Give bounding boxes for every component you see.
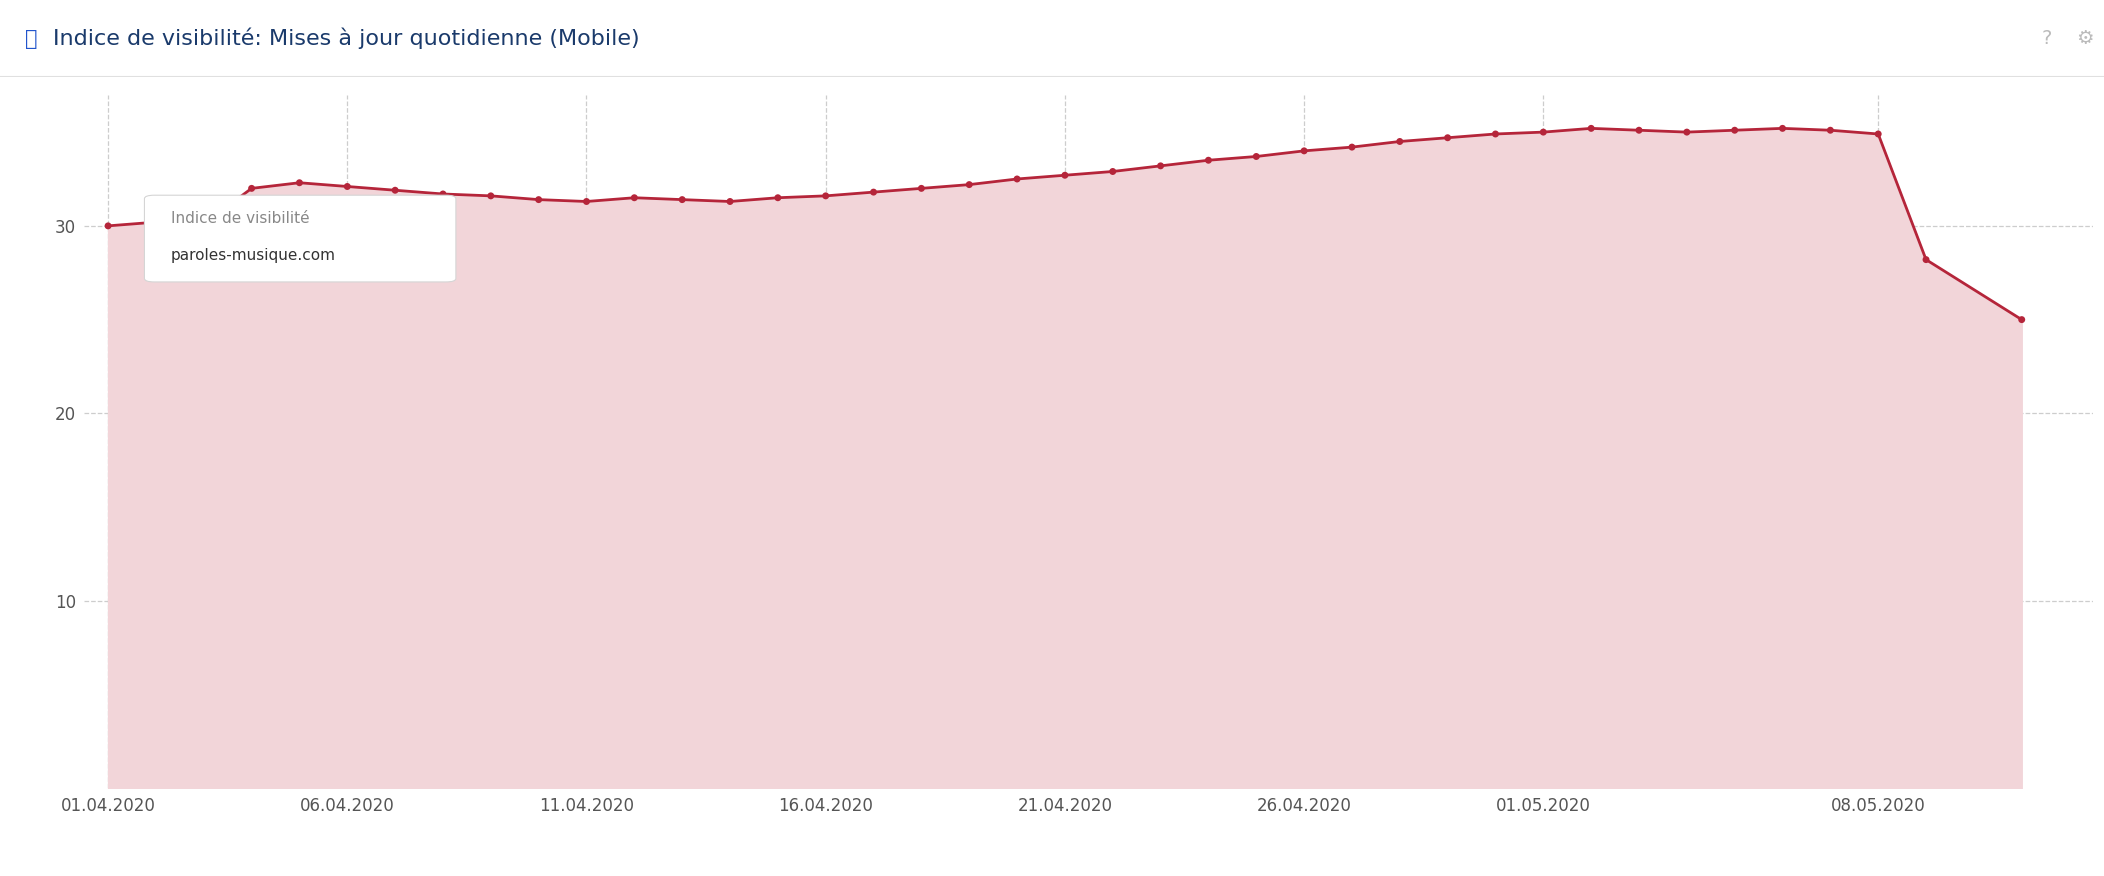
Point — [90, 219, 124, 233]
Point — [236, 181, 269, 195]
Point — [808, 189, 842, 203]
Point — [762, 191, 795, 205]
Point — [665, 193, 699, 207]
Point — [1382, 135, 1416, 149]
Point — [1814, 124, 1847, 138]
Text: 📱: 📱 — [25, 29, 38, 48]
Point — [473, 189, 507, 203]
Text: Indice de visibilité: Mises à jour quotidienne (Mobile): Indice de visibilité: Mises à jour quoti… — [53, 28, 640, 49]
Point — [1765, 122, 1799, 136]
Point — [427, 187, 461, 201]
Point — [1671, 125, 1704, 139]
Point — [1574, 122, 1607, 136]
Point — [1145, 159, 1178, 173]
Point — [953, 178, 987, 192]
Point — [1431, 131, 1464, 145]
Point — [1862, 127, 1896, 141]
Point — [999, 172, 1033, 186]
Point — [1528, 125, 1561, 139]
Point — [570, 194, 604, 208]
Point — [1048, 168, 1081, 182]
Point — [1096, 165, 1130, 179]
Point — [1191, 153, 1225, 167]
Text: ⚙: ⚙ — [2077, 29, 2093, 48]
Text: paroles-musique.com: paroles-musique.com — [170, 248, 335, 263]
Point — [522, 193, 555, 207]
Point — [187, 217, 221, 231]
Point — [1239, 150, 1273, 164]
Point — [1717, 124, 1751, 138]
Text: ?: ? — [2043, 29, 2051, 48]
Point — [905, 181, 938, 195]
Point — [616, 191, 650, 205]
Point — [379, 183, 412, 197]
Point — [1479, 127, 1513, 141]
FancyBboxPatch shape — [145, 195, 457, 282]
Point — [713, 194, 747, 208]
Point — [1908, 252, 1942, 266]
Point — [139, 215, 173, 230]
Point — [2005, 313, 2039, 327]
Text: Indice de visibilité: Indice de visibilité — [170, 210, 309, 226]
Point — [1622, 124, 1656, 138]
Point — [282, 176, 316, 190]
Point — [856, 185, 890, 199]
Point — [330, 180, 364, 194]
Point — [1336, 140, 1370, 154]
Point — [1288, 144, 1321, 158]
